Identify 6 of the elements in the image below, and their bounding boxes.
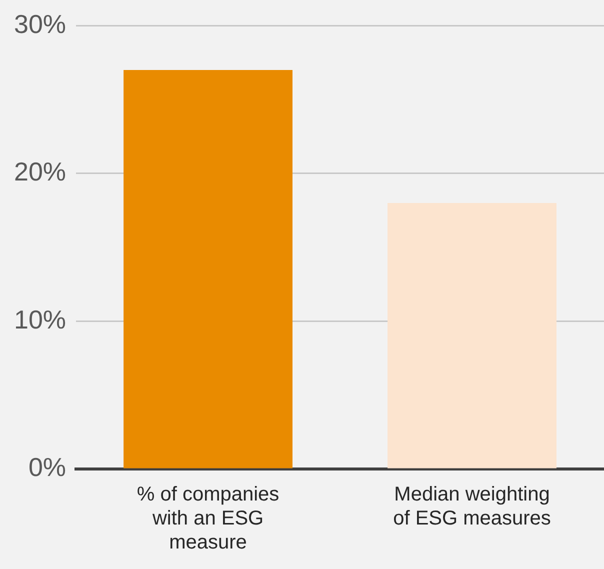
x-tick-label: % of companies with an ESG measure bbox=[136, 484, 280, 554]
y-tick-label: 30% bbox=[14, 8, 66, 39]
x-tick-label: Median weighting of ESG measures bbox=[393, 484, 551, 530]
y-tick-label: 20% bbox=[14, 156, 66, 187]
y-tick-label: 0% bbox=[28, 452, 66, 482]
y-tick-label: 10% bbox=[14, 304, 66, 334]
